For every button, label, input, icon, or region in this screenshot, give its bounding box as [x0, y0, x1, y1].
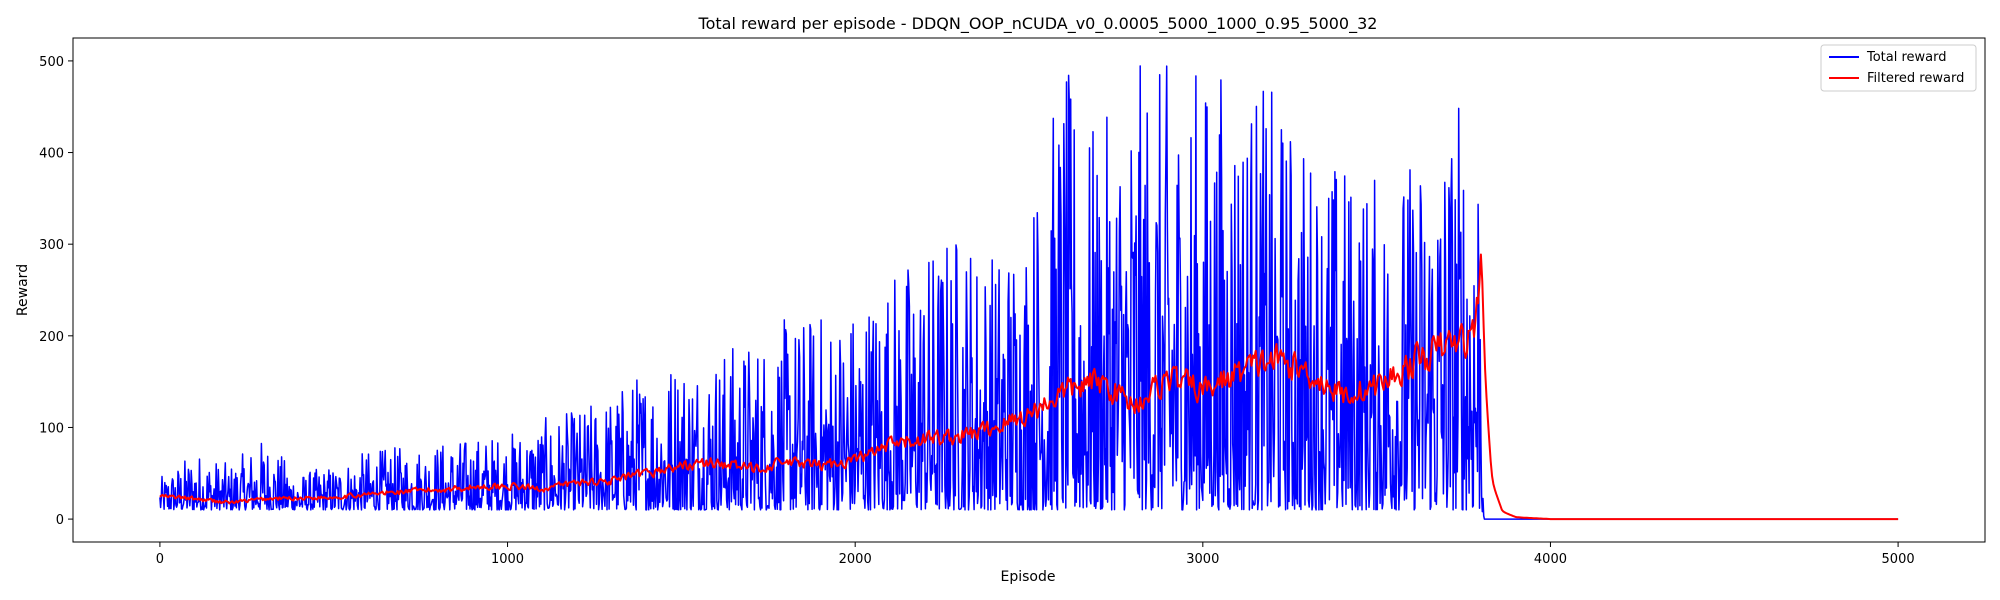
legend-label-total-reward: Total reward	[1866, 50, 1947, 65]
legend-label-filtered-reward: Filtered reward	[1867, 71, 1964, 86]
chart-title: Total reward per episode - DDQN_OOP_nCUD…	[698, 14, 1378, 34]
y-tick-label: 200	[39, 330, 64, 345]
legend: Total reward Filtered reward	[1820, 44, 1977, 92]
series-layer	[159, 65, 1899, 521]
plot-frame	[72, 37, 1986, 543]
series-filtered-reward-line	[159, 253, 1899, 521]
x-tick-label: 3000	[1186, 552, 1219, 567]
x-tick-label: 5000	[1882, 552, 1915, 567]
x-tick-label: 2000	[839, 552, 872, 567]
y-tick-label: 300	[39, 238, 64, 253]
y-tick-label: 500	[39, 55, 64, 70]
legend-box	[1820, 44, 1977, 92]
x-tick-label: 1000	[491, 552, 524, 567]
x-tick-label: 4000	[1534, 552, 1567, 567]
x-axis-label: Episode	[1001, 569, 1056, 585]
y-axis-label: Reward	[15, 264, 31, 316]
y-axis: 0 100 200 300 400 500	[39, 55, 73, 528]
y-tick-label: 0	[56, 513, 64, 528]
y-tick-label: 100	[39, 421, 64, 436]
x-tick-label: 0	[156, 552, 164, 567]
y-tick-label: 400	[39, 147, 64, 162]
x-axis: 0 1000 2000 3000 4000 5000	[156, 542, 1915, 567]
